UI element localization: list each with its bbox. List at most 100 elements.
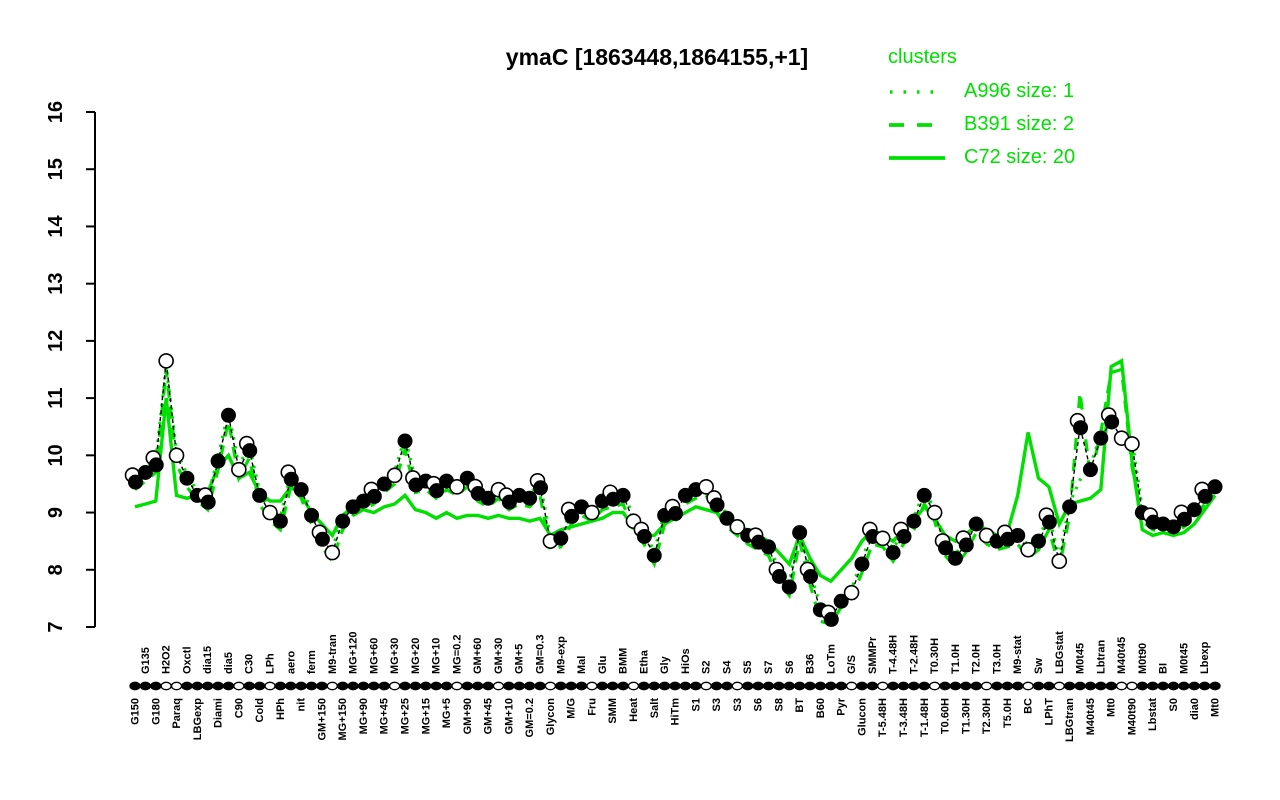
data-point-filled <box>792 525 808 541</box>
condition-label-bottom: HPh <box>275 698 287 720</box>
condition-label-bottom: Mt0 <box>1106 698 1118 717</box>
condition-label-top: M9-tran <box>327 634 339 674</box>
data-point-filled <box>709 497 725 513</box>
data-point-filled <box>1062 499 1078 515</box>
condition-dot <box>991 681 1003 691</box>
condition-dot <box>347 681 359 691</box>
condition-dot <box>1001 681 1013 691</box>
y-tick-label: 7 <box>45 621 67 632</box>
condition-label-bottom: SMM <box>607 698 619 724</box>
condition-label-top: B36 <box>805 654 817 674</box>
data-point-filled <box>968 516 984 532</box>
condition-label-bottom: S8 <box>773 698 785 711</box>
data-point-filled <box>1104 414 1120 430</box>
condition-label-top: LoTm <box>825 644 837 674</box>
condition-dot <box>243 681 255 691</box>
data-point-filled <box>283 471 299 487</box>
condition-label-bottom: M/G <box>566 698 578 719</box>
condition-label-bottom: LBGtran <box>1064 698 1076 742</box>
condition-label-bottom: B60 <box>815 698 827 718</box>
data-point-filled <box>1166 519 1181 535</box>
condition-label-bottom: T1.30H <box>960 698 972 734</box>
legend-item-b391: B391 size: 2 <box>888 108 1075 141</box>
condition-dot <box>1022 681 1034 691</box>
condition-dot <box>388 681 401 691</box>
data-point-open <box>324 544 341 561</box>
condition-label-bottom: nit <box>296 698 308 712</box>
condition-label-top: MG+10 <box>431 638 443 674</box>
data-point-filled <box>646 547 662 563</box>
condition-dot <box>835 681 847 691</box>
condition-dot <box>669 681 681 691</box>
legend-label: B391 size: 2 <box>964 113 1075 135</box>
condition-dot <box>513 681 525 691</box>
data-point-filled <box>947 550 963 566</box>
condition-label-top: dia5 <box>223 652 235 674</box>
data-point-open <box>584 504 600 521</box>
cluster-legend: clusters A996 size: 1 B391 size: 2 C72 s… <box>888 46 1075 174</box>
condition-dot <box>752 681 764 691</box>
condition-label-top: C30 <box>244 654 256 674</box>
condition-dot <box>731 681 743 691</box>
condition-label-bottom: C90 <box>233 698 245 718</box>
condition-dot <box>1074 681 1086 691</box>
condition-dot <box>939 681 951 691</box>
condition-label-top: T3.0H <box>991 644 1003 674</box>
condition-dot <box>793 681 806 691</box>
y-tick-label: 13 <box>45 273 67 295</box>
data-point-filled <box>522 490 538 506</box>
data-point-open <box>698 479 714 495</box>
condition-dot <box>212 681 224 691</box>
data-point-open <box>1051 553 1068 569</box>
condition-dot <box>253 681 266 691</box>
condition-dot <box>627 681 640 691</box>
data-point-filled <box>1207 479 1223 495</box>
condition-dot <box>409 681 422 691</box>
condition-label-bottom: Cold <box>254 698 266 722</box>
condition-dot <box>721 681 733 691</box>
condition-label-top: S4 <box>721 660 733 674</box>
y-tick-label: 8 <box>45 564 67 575</box>
data-point-filled <box>293 482 309 498</box>
condition-label-bottom: GM=0.2 <box>524 698 536 737</box>
condition-dot <box>170 681 183 691</box>
condition-label-top: H2O2 <box>161 645 173 674</box>
solid-line-icon <box>889 155 945 160</box>
condition-dot <box>1064 681 1076 691</box>
condition-label-bottom: GM+45 <box>483 698 495 734</box>
condition-label-top: GM+5 <box>514 644 526 674</box>
condition-label-bottom: MG+45 <box>379 698 391 734</box>
condition-label-bottom: S1 <box>690 698 702 711</box>
condition-label-bottom: G150 <box>130 698 142 725</box>
condition-dot <box>1084 681 1097 691</box>
condition-label-top: GM=0.3 <box>535 635 547 674</box>
condition-label-top: Oxctl <box>181 646 193 674</box>
condition-label-top: M0t90 <box>1137 643 1149 674</box>
condition-dot <box>399 681 411 691</box>
condition-dot <box>918 681 930 691</box>
condition-label-bottom: Diami <box>213 698 225 728</box>
legend-item-c72: C72 size: 20 <box>888 141 1075 174</box>
legend-item-a996: A996 size: 1 <box>888 75 1075 108</box>
condition-label-top: Gly <box>659 655 671 674</box>
data-point-filled <box>1073 420 1089 436</box>
data-point-filled <box>366 488 382 504</box>
condition-dot <box>690 681 702 691</box>
condition-dot <box>970 681 982 691</box>
condition-dot <box>378 681 390 691</box>
condition-label-top: GM+30 <box>493 638 505 674</box>
data-point-filled <box>885 545 901 561</box>
data-point-filled <box>1176 511 1192 527</box>
data-point-filled <box>906 513 922 529</box>
condition-label-bottom: BC <box>1023 698 1035 714</box>
data-point-filled <box>854 556 870 572</box>
condition-label-top: T-4.48H <box>888 635 900 674</box>
data-point-open <box>386 467 403 484</box>
condition-dot <box>1188 681 1200 691</box>
condition-dot <box>451 681 463 691</box>
data-point-filled <box>533 480 549 496</box>
y-tick-label: 12 <box>45 330 67 352</box>
data-point-open <box>1020 541 1036 558</box>
data-point-filled <box>958 537 974 553</box>
